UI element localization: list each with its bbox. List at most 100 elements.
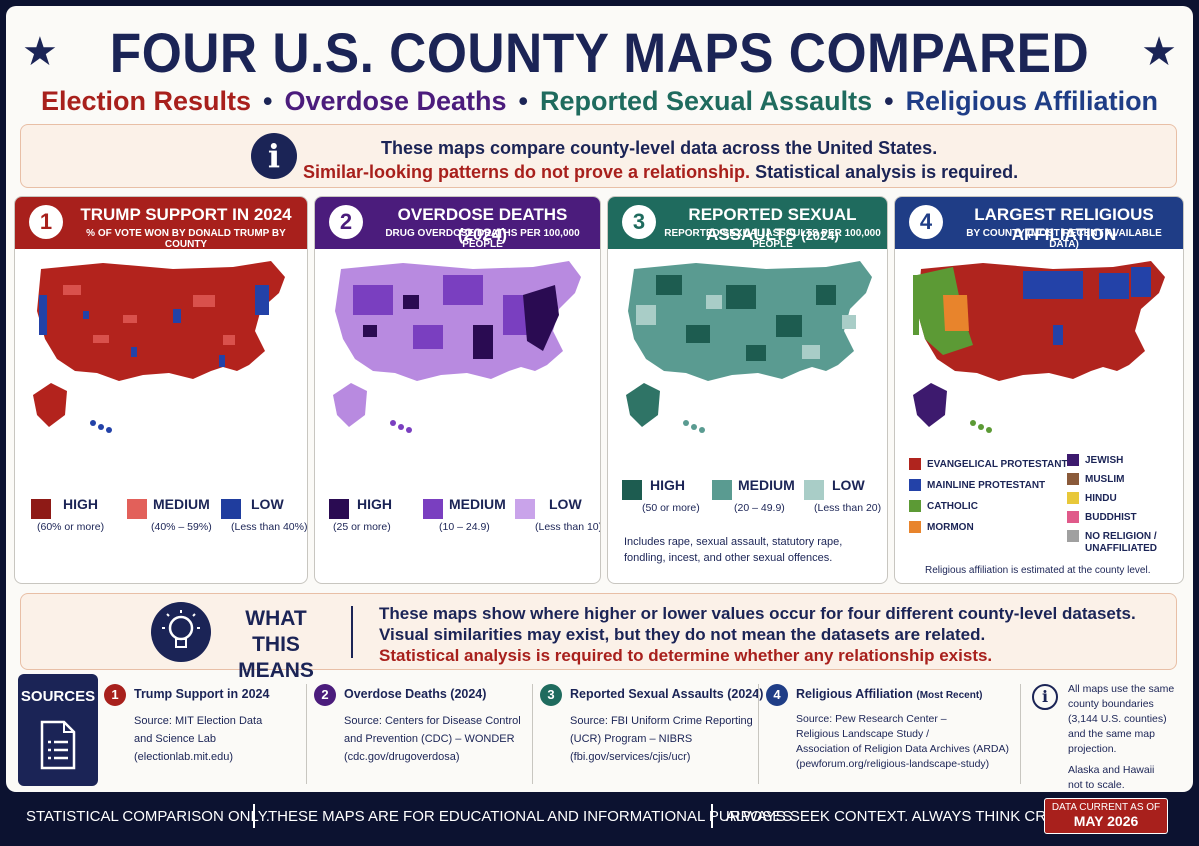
source-item: 3 Reported Sexual Assaults (2024) Source… bbox=[540, 682, 763, 786]
legend-swatch bbox=[221, 499, 241, 519]
subtitle-religion: Religious Affiliation bbox=[905, 86, 1159, 116]
us-county-map bbox=[33, 261, 285, 433]
source-body: Source: Pew Research Center – Religious … bbox=[796, 712, 1009, 772]
source-number: 3 bbox=[540, 684, 562, 706]
panel-number: 3 bbox=[622, 205, 656, 239]
legend-swatch bbox=[1067, 473, 1079, 485]
source-body: Source: MIT Election Data and Science La… bbox=[134, 712, 262, 766]
wm-line-warning: Statistical analysis is required to dete… bbox=[379, 646, 993, 665]
divider bbox=[253, 804, 255, 828]
panel-title-text: OVERDOSE DEATHS (2024) bbox=[397, 205, 568, 244]
wm-title-line: WHAT bbox=[245, 607, 307, 630]
source-item: 2 Overdose Deaths (2024) Source: Centers… bbox=[314, 682, 529, 786]
legend-label: HIGH bbox=[357, 496, 392, 512]
star-icon-right: ★ bbox=[1141, 30, 1177, 74]
source-item: 4 Religious Affiliation (Most Recent) So… bbox=[766, 682, 1016, 786]
source-line: (cdc.gov/drugoverdosa) bbox=[344, 751, 460, 763]
legend-label: MUSLIM bbox=[1085, 474, 1125, 485]
legend-label: HIGH bbox=[650, 477, 685, 493]
source-body: Source: Centers for Disease Control and … bbox=[344, 712, 521, 766]
legend-label: MORMON bbox=[927, 522, 974, 533]
notice-line-1: These maps compare county-level data acr… bbox=[381, 138, 938, 158]
legend-swatch bbox=[1067, 511, 1079, 523]
panel-title-text: REPORTED SEXUAL ASSAULTS bbox=[688, 205, 857, 244]
panel-header: 1 TRUMP SUPPORT IN 2024 % OF VOTE WON BY… bbox=[15, 197, 307, 250]
notice-rest: Statistical analysis is required. bbox=[750, 162, 1019, 182]
divider bbox=[306, 684, 307, 784]
legend-label: MEDIUM bbox=[449, 496, 506, 512]
us-county-map bbox=[913, 261, 1165, 433]
info-line: All maps use the same bbox=[1068, 683, 1175, 695]
panel-trump-support: 1 TRUMP SUPPORT IN 2024 % OF VOTE WON BY… bbox=[14, 196, 308, 584]
legend-label-continued: UNAFFILIATED bbox=[1085, 543, 1158, 554]
legend-range: (10 – 24.9) bbox=[439, 521, 490, 533]
legend-swatch bbox=[622, 480, 642, 500]
source-number: 2 bbox=[314, 684, 336, 706]
footer-text: STATISTICAL COMPARISON ONLY. bbox=[26, 808, 270, 825]
source-line: Source: FBI Uniform Crime Reporting bbox=[570, 715, 753, 727]
legend-swatch bbox=[31, 499, 51, 519]
legend-range: (Less than 40%) bbox=[231, 521, 308, 533]
source-line: Association of Religion Data Archives (A… bbox=[796, 743, 1010, 755]
panel-sexual-assaults: 3 REPORTED SEXUAL ASSAULTS (2024) REPORT… bbox=[607, 196, 888, 584]
divider bbox=[758, 684, 759, 784]
legend-swatch bbox=[1067, 530, 1079, 542]
info-line: Alaska and Hawaii bbox=[1068, 764, 1155, 776]
source-number: 4 bbox=[766, 684, 788, 706]
lightbulb-icon bbox=[151, 602, 211, 662]
what-this-means-box: WHAT THIS MEANS These maps show where hi… bbox=[20, 593, 1177, 682]
subtitle-bullet: • bbox=[884, 86, 894, 116]
map-info-note: All maps use the same county boundaries … bbox=[1068, 682, 1174, 792]
note-line: fondling, incest, and other sexual offen… bbox=[624, 552, 833, 564]
legend-label: JEWISH bbox=[1085, 455, 1124, 466]
legend-range: (60% or more) bbox=[37, 521, 105, 533]
page-title: FOUR U.S. COUNTY MAPS COMPARED bbox=[109, 21, 1090, 84]
source-body: Source: FBI Uniform Crime Reporting (UCR… bbox=[570, 712, 753, 766]
data-date-badge: DATA CURRENT AS OF MAY 2026 bbox=[1044, 798, 1168, 834]
legend-swatch bbox=[909, 479, 921, 491]
us-county-map bbox=[626, 261, 872, 433]
legend-label: LOW bbox=[549, 496, 582, 512]
legend-swatch bbox=[909, 521, 921, 533]
legend-label: LOW bbox=[832, 477, 865, 493]
subtitle-election: Election Results bbox=[40, 86, 251, 116]
panel-subtitle: BY COUNTY (MOST RECENT AVAILABLE DATA) bbox=[966, 228, 1162, 250]
legend-swatch bbox=[423, 499, 443, 519]
legend-label: EVANGELICAL PROTESTANT bbox=[927, 459, 1068, 470]
panel-title-text: LARGEST RELIGIOUS AFFILIATION bbox=[974, 205, 1154, 244]
legend-label: MEDIUM bbox=[738, 477, 795, 493]
source-line: Religious Landscape Study / bbox=[796, 728, 930, 740]
legend-range: (50 or more) bbox=[642, 502, 700, 514]
panel-title: REPORTED SEXUAL ASSAULTS (2024) bbox=[664, 205, 881, 245]
legend-item: MORMON bbox=[909, 521, 974, 533]
panel-subtitle: DRUG OVERDOSE DEATHS PER 100,000 PEOPLE bbox=[385, 228, 580, 250]
divider bbox=[1020, 684, 1021, 784]
divider bbox=[351, 606, 353, 658]
legend-label: MEDIUM bbox=[153, 496, 210, 512]
legend-label: HIGH bbox=[63, 496, 98, 512]
panel-subtitle: REPORTED SEXUAL ASSAULTS PER 100,000 PEO… bbox=[664, 228, 881, 250]
panel-header: 3 REPORTED SEXUAL ASSAULTS (2024) REPORT… bbox=[608, 197, 887, 250]
divider bbox=[532, 684, 533, 784]
panel-overdose-deaths: 2 OVERDOSE DEATHS (2024) DRUG OVERDOSE D… bbox=[314, 196, 601, 584]
panel-subtitle: % OF VOTE WON BY DONALD TRUMP BY COUNTY bbox=[86, 228, 286, 250]
source-line: (pewforum.org/religious-landscape-study) bbox=[796, 758, 990, 770]
legend-range: (Less than 20) bbox=[814, 502, 882, 514]
source-title: Reported Sexual Assaults (2024) bbox=[570, 687, 764, 701]
panel-title-suffix: (2024) bbox=[801, 228, 839, 243]
panel-note: Religious affiliation is estimated at th… bbox=[925, 565, 1151, 576]
legend-item: MUSLIM bbox=[1067, 473, 1125, 485]
info-icon: i bbox=[1032, 684, 1058, 710]
legend-item: CATHOLIC bbox=[909, 500, 978, 512]
date-label: DATA CURRENT AS OF bbox=[1051, 802, 1161, 813]
source-item: 1 Trump Support in 2024 Source: MIT Elec… bbox=[104, 682, 304, 786]
panel-title: OVERDOSE DEATHS (2024) bbox=[371, 205, 594, 245]
source-line: Source: Pew Research Center – bbox=[796, 713, 947, 725]
legend-item: NO RELIGION / bbox=[1067, 530, 1157, 542]
subtitle-bullet: • bbox=[263, 86, 273, 116]
date-value: MAY 2026 bbox=[1073, 813, 1139, 829]
wm-line: These maps show where higher or lower va… bbox=[379, 604, 1136, 623]
panel-title: LARGEST RELIGIOUS AFFILIATION bbox=[951, 205, 1177, 245]
legend-swatch bbox=[804, 480, 824, 500]
panel-note: Includes rape, sexual assault, statutory… bbox=[624, 534, 842, 566]
